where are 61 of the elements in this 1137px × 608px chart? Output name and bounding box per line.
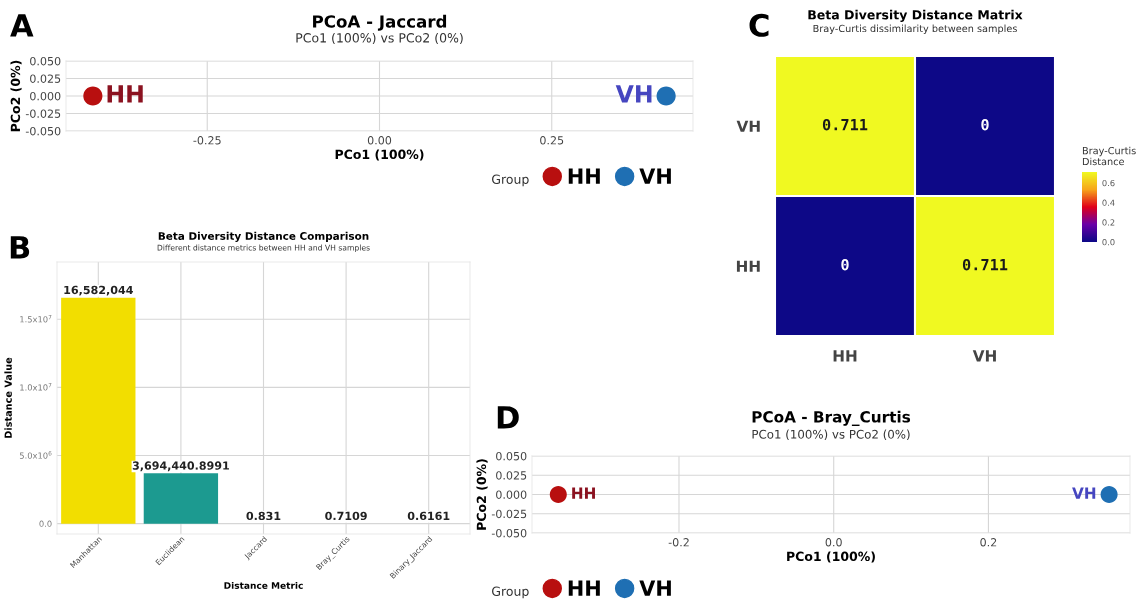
text: VH bbox=[1072, 487, 1096, 499]
data-label: 0 bbox=[981, 118, 989, 131]
text: D bbox=[497, 406, 519, 429]
y-tick-label: 0.000 bbox=[30, 91, 61, 101]
data-label: 0.6161 bbox=[407, 511, 450, 521]
x-tick-label: -0.2 bbox=[668, 538, 689, 547]
x-tick-label: -0.25 bbox=[193, 136, 221, 145]
x-axis-title: PCo1 (100%) bbox=[335, 149, 424, 161]
data-label: 0 bbox=[841, 258, 849, 271]
y-tick-label: 0.050 bbox=[30, 56, 61, 66]
chart-subtitle: PCo1 (100%) vs PCo2 (0%) bbox=[752, 429, 910, 441]
y-axis-title: PCo2 (0%) bbox=[476, 459, 488, 530]
text: HH bbox=[572, 487, 595, 499]
chart-title: PCoA - Bray_Curtis bbox=[752, 410, 911, 426]
color-bar-label: 0.0 bbox=[1102, 238, 1115, 246]
legend-label: VH bbox=[639, 580, 671, 596]
data-label: 16,582,044 bbox=[64, 285, 133, 296]
legend-label: HH bbox=[568, 168, 600, 184]
legend-label: HH bbox=[568, 580, 600, 596]
data-label: 0.831 bbox=[246, 511, 281, 521]
y-tick-label: 1.5x10$^{7}$ bbox=[20, 314, 52, 323]
y-tick-label: -0.025 bbox=[491, 509, 527, 519]
x-axis-title: PCo1 (100%) bbox=[787, 551, 875, 563]
x-tick-label: 0.00 bbox=[367, 136, 392, 145]
y-tick-label: 5.0x10$^{6}$ bbox=[19, 451, 52, 459]
data-label: 3,694,440.8991 bbox=[132, 461, 229, 472]
x-tick-label: 0.2 bbox=[980, 538, 997, 547]
y-tick-label: 0.050 bbox=[496, 451, 527, 461]
legend-title: Group bbox=[492, 586, 529, 599]
y-tick-label: 0.000 bbox=[496, 490, 527, 499]
color-bar-title: Bray-Curtis Distance bbox=[1082, 146, 1136, 166]
data-label: 0.711 bbox=[822, 118, 868, 131]
text: HH bbox=[107, 85, 143, 103]
y-tick-label: -0.050 bbox=[25, 126, 61, 136]
color-bar-label: 0.6 bbox=[1102, 179, 1115, 187]
chart-title: Beta Diversity Distance Comparison bbox=[158, 231, 369, 242]
x-tick-label: 0.0 bbox=[825, 538, 842, 547]
y-tick-label: 0.0 bbox=[39, 520, 52, 527]
y-tick-label: 1.0x10$^{7}$ bbox=[20, 383, 52, 391]
chart-title: Beta Diversity Distance Matrix bbox=[808, 9, 1023, 22]
chart-subtitle: PCo1 (100%) vs PCo2 (0%) bbox=[296, 32, 463, 45]
data-label: 0.711 bbox=[962, 258, 1008, 271]
text: VH bbox=[615, 85, 652, 103]
data-label: 0.7109 bbox=[325, 511, 367, 521]
legend-label: VH bbox=[639, 168, 671, 184]
y-axis-title: Distance Value bbox=[4, 357, 12, 438]
y-tick-label: 0.025 bbox=[496, 471, 527, 480]
y-tick-label: 0.025 bbox=[30, 74, 61, 83]
text: B bbox=[10, 236, 30, 259]
legend-title: Group bbox=[492, 174, 529, 187]
text: A bbox=[10, 14, 34, 37]
y-tick-label: -0.025 bbox=[25, 109, 61, 118]
x-tick-label: 0.25 bbox=[540, 136, 564, 145]
chart-title: PCoA - Jaccard bbox=[313, 14, 447, 31]
x-axis-title: Distance Metric bbox=[224, 581, 303, 589]
y-axis-title: PCo2 (0%) bbox=[10, 60, 22, 132]
color-bar-label: 0.2 bbox=[1102, 219, 1115, 226]
chart-subtitle: Bray-Curtis dissimilarity between samples bbox=[813, 24, 1017, 34]
color-bar-label: 0.4 bbox=[1102, 199, 1115, 206]
text: C bbox=[749, 13, 769, 37]
y-tick-label: -0.050 bbox=[491, 528, 527, 538]
